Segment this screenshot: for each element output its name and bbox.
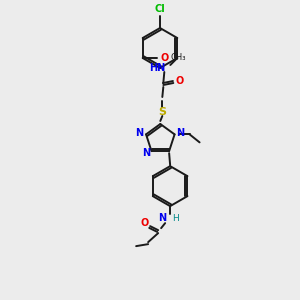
Text: HN: HN [149,63,165,73]
Text: N: N [176,128,184,138]
Text: O: O [140,218,148,228]
Text: O: O [161,53,169,63]
Text: N: N [135,128,143,138]
Text: CH₃: CH₃ [171,53,186,62]
Text: O: O [175,76,183,86]
Text: N: N [142,148,151,158]
Text: Cl: Cl [154,4,165,14]
Text: S: S [158,107,166,117]
Text: H: H [172,214,178,223]
Text: N: N [158,213,166,223]
